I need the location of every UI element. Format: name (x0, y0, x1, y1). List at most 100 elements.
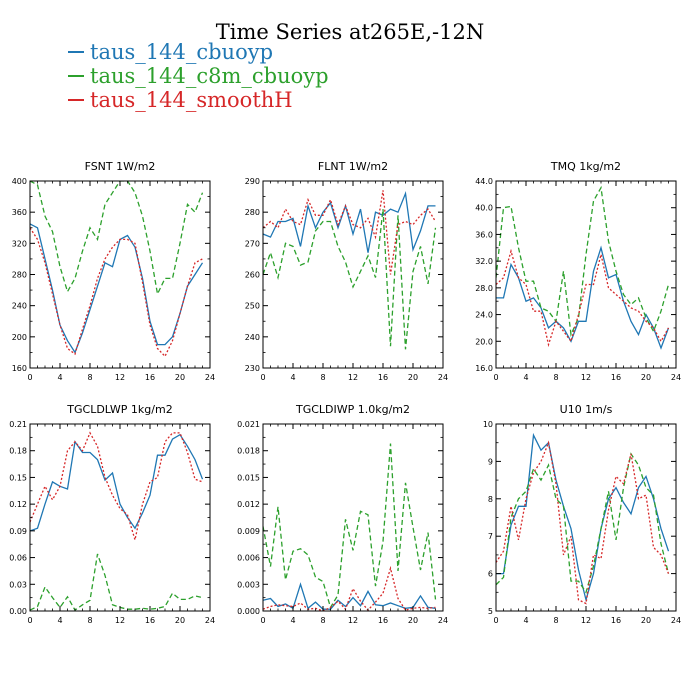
legend-swatch (68, 75, 84, 77)
series-line-2 (30, 553, 203, 611)
series-line-1 (263, 190, 436, 253)
x-tick-label: 16 (145, 373, 155, 382)
y-tick-label: 280 (12, 271, 27, 280)
y-tick-label: 0.003 (237, 580, 260, 589)
y-tick-label: 0.021 (237, 420, 260, 429)
x-tick-label: 24 (205, 616, 215, 625)
legend-swatch (68, 51, 84, 53)
x-tick-label: 24 (438, 616, 448, 625)
y-tick-label: 160 (12, 364, 27, 373)
x-tick-label: 0 (27, 616, 32, 625)
x-tick-label: 12 (115, 616, 125, 625)
x-tick-label: 4 (57, 373, 62, 382)
legend-item: taus_144_c8m_cbuoyp (68, 64, 329, 88)
x-tick-label: 4 (290, 616, 295, 625)
plot-frame (29, 180, 211, 369)
series-line-1 (496, 432, 670, 603)
series-line-3 (496, 248, 670, 348)
y-tick-label: 320 (12, 239, 27, 248)
x-tick-label: 20 (408, 616, 418, 625)
series-line-1 (496, 245, 670, 350)
x-tick-label: 12 (348, 616, 358, 625)
series-line-1 (30, 223, 204, 354)
y-tick-label: 40.0 (475, 204, 493, 213)
y-tick-label: 32.0 (475, 257, 493, 266)
x-tick-label: 16 (611, 373, 621, 382)
plot-frame (262, 423, 444, 612)
y-tick-label: 0.06 (9, 554, 27, 563)
x-tick-label: 24 (671, 373, 681, 382)
x-tick-label: 0 (260, 616, 265, 625)
y-tick-label: 0.018 (237, 447, 260, 456)
x-tick-label: 20 (641, 373, 651, 382)
x-tick-label: 20 (408, 373, 418, 382)
x-tick-label: 8 (320, 373, 325, 382)
series-line-3 (263, 565, 436, 611)
x-tick-label: 12 (348, 373, 358, 382)
legend-item: taus_144_cbuoyp (68, 40, 328, 64)
x-tick-label: 16 (145, 616, 155, 625)
x-tick-label: 12 (581, 616, 591, 625)
y-tick-label: 250 (245, 302, 260, 311)
series-line-3 (263, 190, 437, 275)
y-tick-label: 230 (245, 364, 260, 373)
y-tick-label: 28.0 (475, 284, 493, 293)
x-tick-label: 16 (611, 616, 621, 625)
legend-label: taus_144_c8m_cbuoyp (90, 64, 329, 88)
x-tick-label: 24 (671, 616, 681, 625)
y-tick-label: 44.0 (475, 177, 493, 186)
y-tick-label: 9 (488, 457, 493, 466)
series-line-2 (263, 209, 437, 350)
chart-panel: TGCLDIWP 1.0kg/m2 0 4 8 12 16 20 24 0.000 0.003 0.… (237, 403, 448, 625)
y-tick-label: 240 (12, 302, 27, 311)
legend-swatch (68, 99, 84, 101)
series-line-2 (263, 443, 437, 610)
series-line-2 (496, 452, 670, 594)
chart-panel: FLNT 1W/m2 0 4 8 12 16 20 24 230 240 250 260 270 280 2… (245, 160, 448, 382)
y-tick-label: 260 (245, 271, 260, 280)
x-tick-label: 20 (175, 373, 185, 382)
panel-title: TMQ 1kg/m2 (550, 160, 621, 173)
y-tick-label: 16.0 (475, 364, 493, 373)
x-tick-label: 0 (260, 373, 265, 382)
x-tick-label: 16 (378, 616, 388, 625)
y-tick-label: 0.000 (237, 607, 260, 616)
series-line-2 (30, 181, 204, 297)
y-tick-label: 24.0 (475, 311, 493, 320)
y-tick-label: 360 (12, 208, 27, 217)
legend-label: taus_144_smoothH (90, 88, 293, 112)
y-tick-label: 0.009 (237, 527, 260, 536)
y-tick-label: 0.21 (9, 420, 27, 429)
x-tick-label: 8 (553, 616, 558, 625)
y-tick-label: 0.00 (9, 607, 27, 616)
panel-title: TGCLDLWP 1kg/m2 (66, 403, 172, 416)
x-tick-label: 0 (27, 373, 32, 382)
x-tick-label: 4 (523, 616, 528, 625)
x-tick-label: 16 (378, 373, 388, 382)
series-line-1 (263, 582, 436, 610)
y-tick-label: 0.18 (9, 447, 27, 456)
series-line-3 (30, 227, 203, 358)
panel-title: U10 1m/s (560, 403, 613, 416)
x-tick-label: 8 (87, 373, 92, 382)
y-tick-label: 7 (488, 532, 493, 541)
series-line-3 (30, 431, 203, 540)
legend-label: taus_144_cbuoyp (90, 40, 274, 64)
y-tick-label: 5 (488, 607, 493, 616)
y-tick-label: 0.12 (9, 500, 27, 509)
y-tick-label: 0.012 (237, 500, 260, 509)
x-tick-label: 0 (493, 373, 498, 382)
y-tick-label: 8 (488, 495, 493, 504)
panel-title: TGCLDIWP 1.0kg/m2 (295, 403, 410, 416)
y-tick-label: 36.0 (475, 230, 493, 239)
y-tick-label: 0.15 (9, 473, 27, 482)
x-tick-label: 4 (290, 373, 295, 382)
chart-panel: U10 1m/s 0 4 8 12 16 20 24 5 6 7 8 9 10 (483, 403, 681, 625)
x-tick-label: 12 (581, 373, 591, 382)
y-tick-label: 0.09 (9, 527, 27, 536)
x-tick-label: 20 (175, 616, 185, 625)
y-tick-label: 0.015 (237, 473, 260, 482)
y-tick-label: 240 (245, 333, 260, 342)
